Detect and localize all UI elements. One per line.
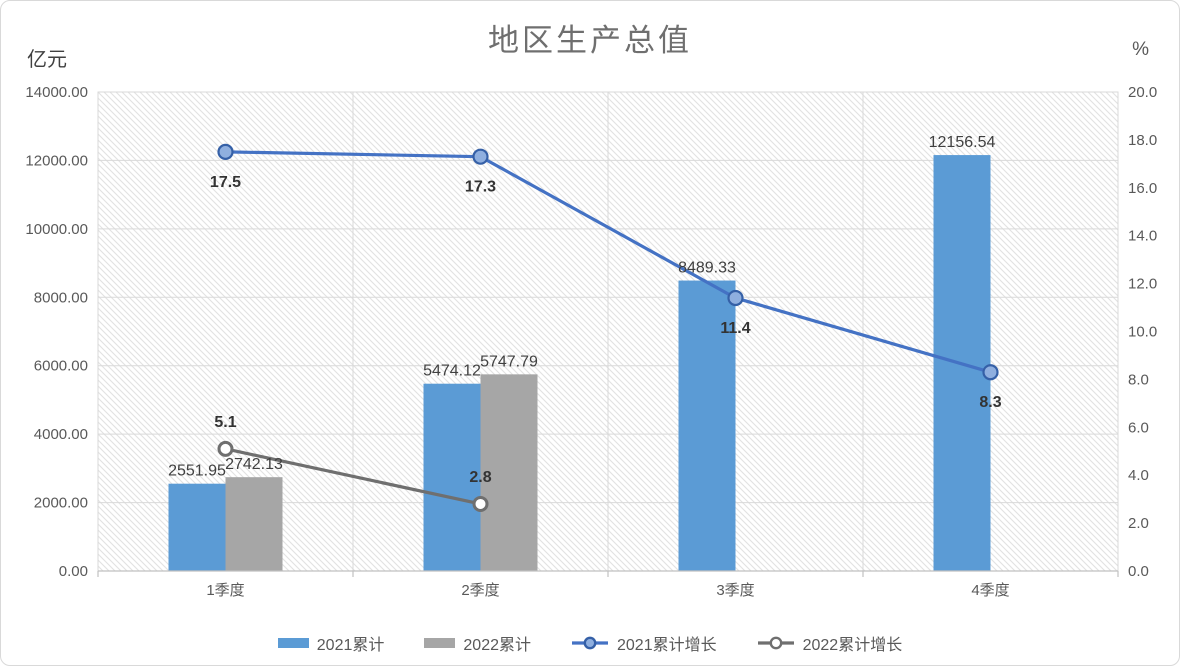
category-label: 4季度	[971, 582, 1009, 599]
left-axis-tick-label: 2000.00	[34, 495, 88, 512]
bar-value-label: 2551.95	[168, 463, 226, 480]
legend-label: 2021累计	[316, 637, 385, 654]
right-axis-tick-label: 20.0	[1128, 84, 1157, 101]
right-axis-tick-label: 16.0	[1128, 180, 1157, 197]
right-axis-tick-label: 0.0	[1128, 563, 1149, 580]
legend-item-2[interactable]: 2021累计增长	[571, 631, 717, 655]
line-value-label: 8.3	[979, 394, 1001, 411]
right-axis-tick-label: 4.0	[1128, 467, 1149, 484]
legend-marker	[583, 636, 597, 650]
marker-2021累计增长-3季度[interactable]	[727, 289, 744, 307]
line-2022累计增长[interactable]	[223, 447, 483, 506]
left-axis-tick-label: 0.00	[59, 563, 88, 580]
legend-item-0[interactable]: 2021累计	[277, 631, 385, 655]
bar-value-label: 5747.79	[480, 353, 538, 370]
category-label: 2季度	[461, 582, 499, 599]
right-axis-tick-label: 10.0	[1128, 324, 1157, 341]
line-2021累计增长[interactable]	[223, 150, 993, 374]
line-value-label: 5.1	[214, 414, 236, 431]
category-label: 1季度	[206, 582, 244, 599]
legend: 2021累计 2022累计 2021累计增长 2022累计增长	[1, 631, 1179, 655]
bar-2021累计-3季度[interactable]	[678, 280, 736, 571]
marker-2022累计增长-1季度[interactable]	[217, 440, 234, 457]
left-axis-title: 亿元	[27, 49, 67, 71]
bar-2022累计-2季度[interactable]	[480, 374, 538, 571]
marker-2021累计增长-2季度[interactable]	[472, 148, 489, 165]
legend-bar-swatch	[424, 638, 456, 648]
marker-2021累计增长-4季度[interactable]	[982, 364, 999, 381]
right-axis-tick-label: 12.0	[1128, 276, 1157, 293]
right-axis-tick-label: 8.0	[1128, 371, 1149, 388]
legend-marker	[769, 636, 783, 650]
right-axis-tick-label: 14.0	[1128, 228, 1157, 245]
legend-line-swatch	[757, 636, 794, 650]
right-axis-tick-label: 2.0	[1128, 515, 1149, 532]
left-axis-tick-label: 12000.00	[25, 152, 88, 169]
line-value-label: 17.3	[465, 179, 496, 196]
left-axis-tick-label: 14000.00	[25, 84, 88, 101]
legend-label: 2022累计	[463, 637, 531, 654]
legend-bar-swatch	[277, 638, 309, 648]
legend-label: 2021累计增长	[617, 637, 717, 654]
bar-value-label: 2742.13	[225, 456, 283, 473]
left-axis-tick-label: 4000.00	[34, 426, 88, 443]
legend-label: 2022累计增长	[802, 637, 903, 654]
legend-item-3[interactable]: 2022累计增长	[757, 631, 903, 655]
bar-value-label: 12156.54	[929, 134, 996, 151]
left-axis-tick-label: 8000.00	[34, 289, 88, 306]
chart-title: 地区生产总值	[488, 23, 692, 59]
left-axis-tick-label: 10000.00	[25, 221, 88, 238]
marker-2021累计增长-1季度[interactable]	[217, 143, 234, 160]
category-label: 3季度	[716, 582, 754, 599]
marker-2022累计增长-2季度[interactable]	[472, 495, 489, 512]
line-value-label: 11.4	[720, 320, 750, 337]
legend-item-1[interactable]: 2022累计	[424, 631, 531, 655]
legend-line-swatch	[572, 636, 608, 650]
left-axis-tick-label: 6000.00	[34, 358, 88, 375]
bar-2022累计-1季度[interactable]	[225, 477, 283, 571]
line-value-label: 2.8	[469, 469, 491, 486]
bar-2021累计-1季度[interactable]	[168, 483, 226, 571]
bar-value-label: 5474.12	[423, 363, 481, 380]
right-axis-tick-label: 6.0	[1128, 419, 1149, 436]
bar-2021累计-2季度[interactable]	[423, 383, 481, 571]
right-axis-title: %	[1132, 39, 1149, 60]
bar-value-label: 8489.33	[678, 260, 736, 277]
line-value-label: 17.5	[210, 174, 241, 191]
right-axis-tick-label: 18.0	[1128, 132, 1157, 149]
